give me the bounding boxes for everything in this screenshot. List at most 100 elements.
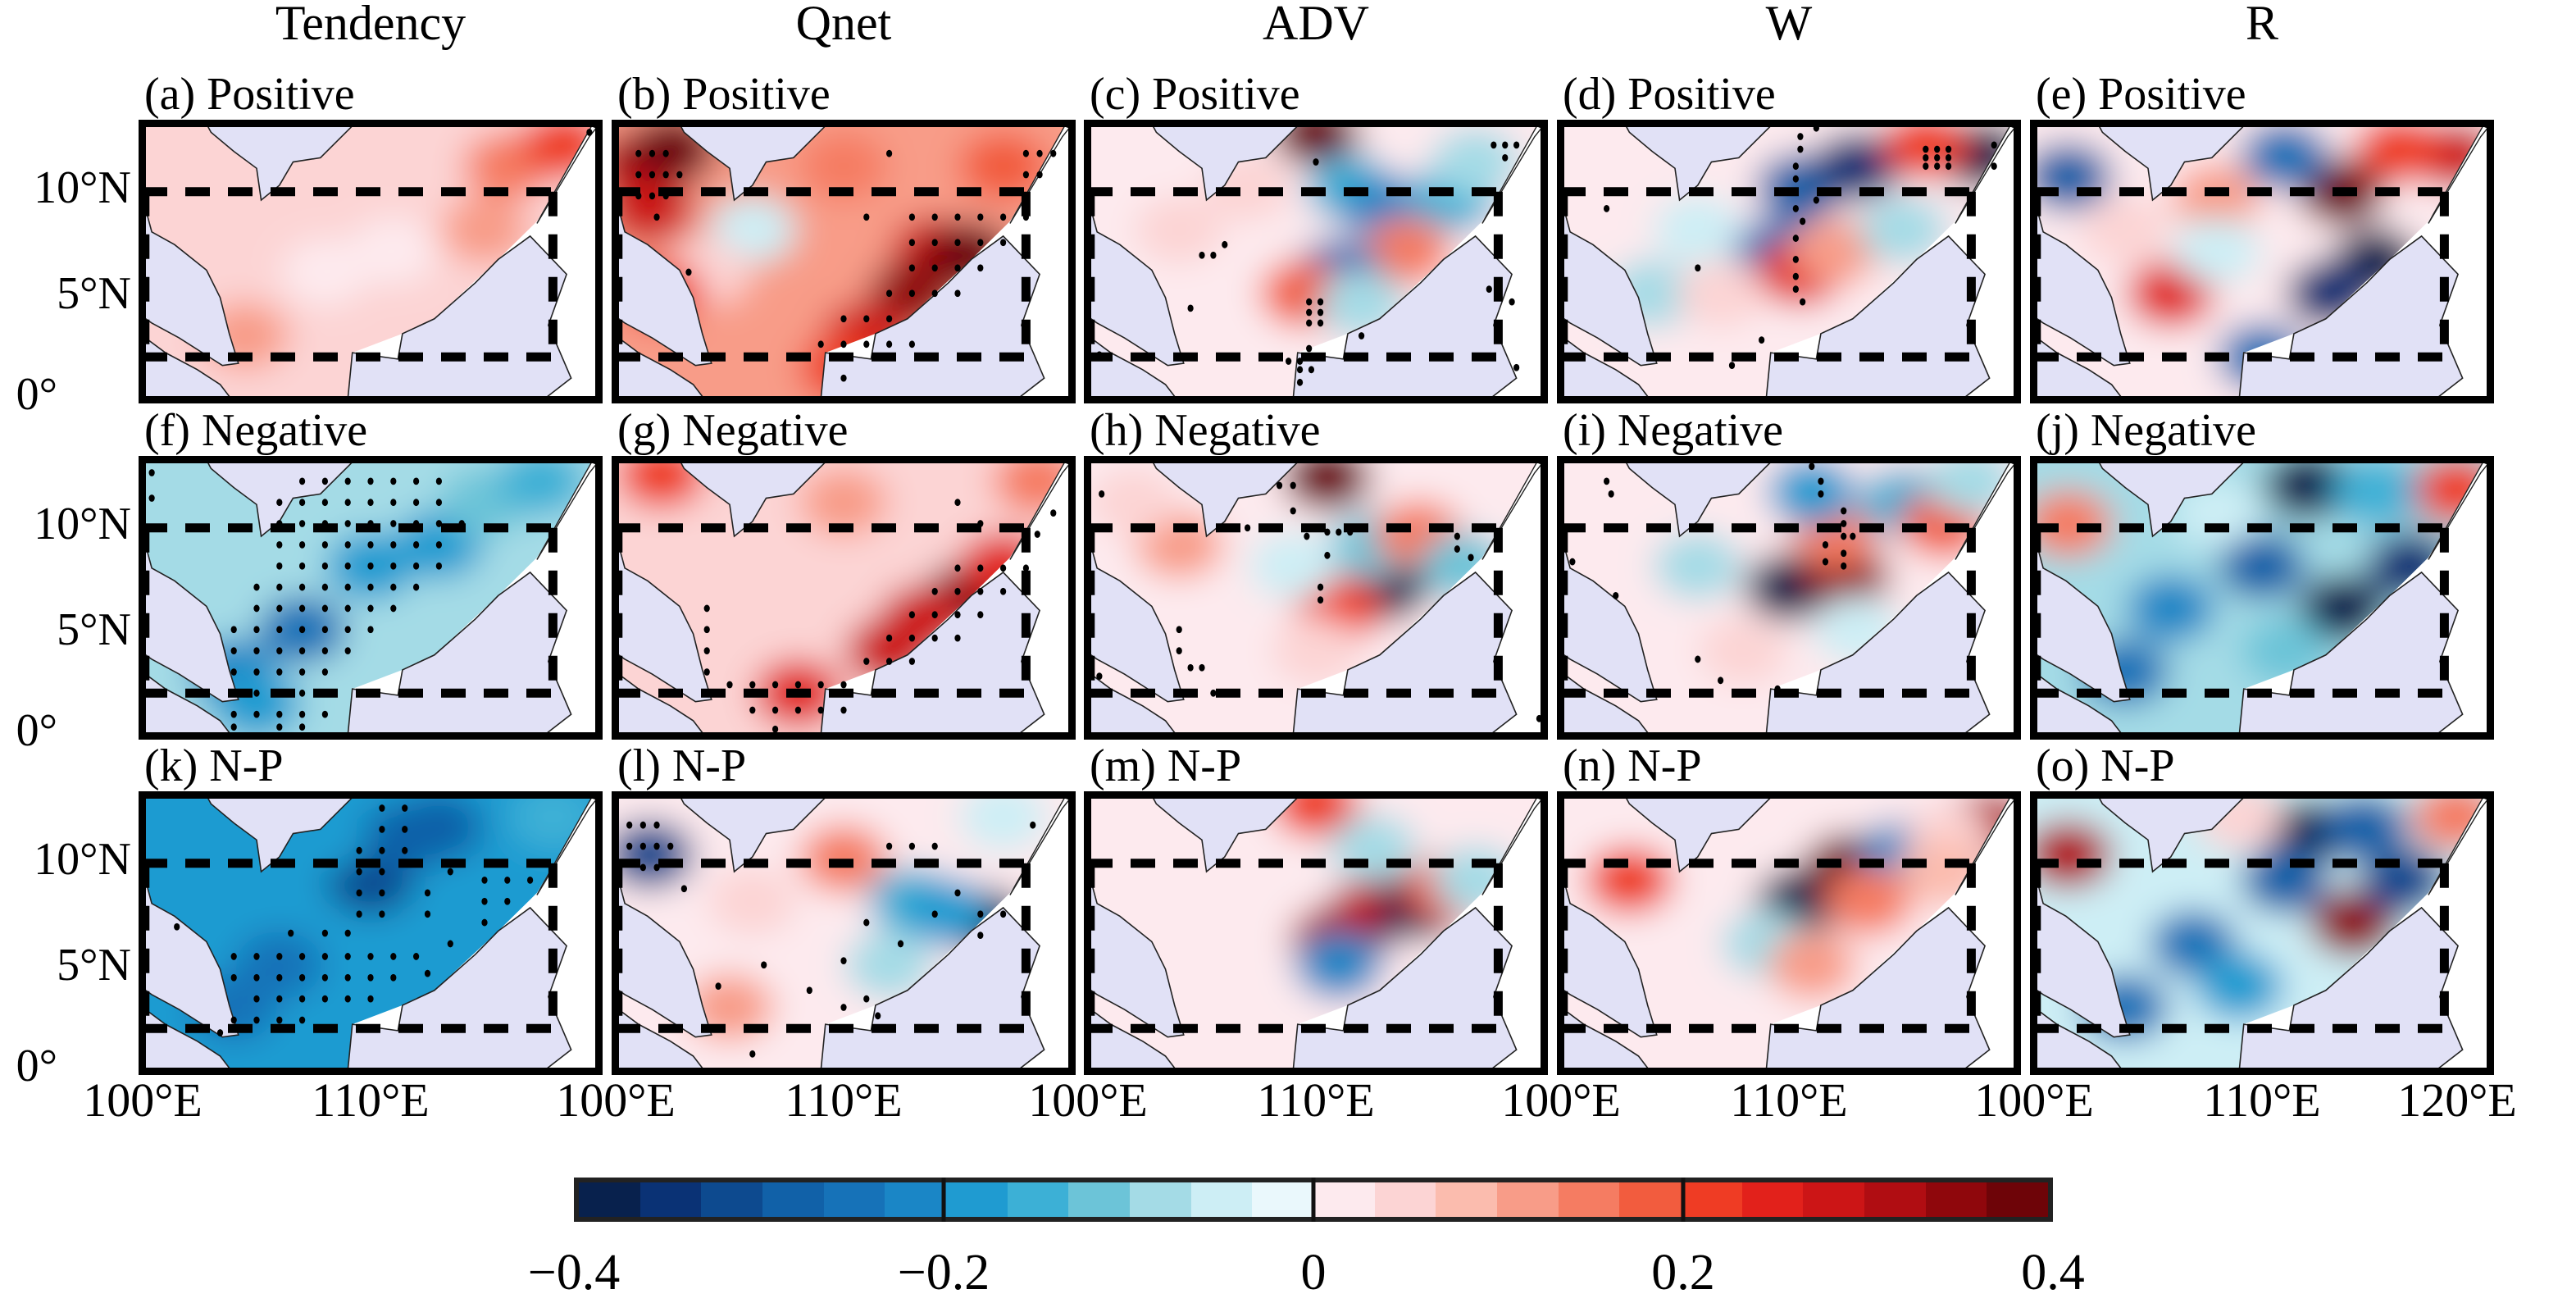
- panel-label: (m) N-P: [1090, 740, 1242, 791]
- colorbar: [574, 1178, 2053, 1222]
- significance-dot: [1800, 298, 1806, 306]
- significance-dot: [1991, 141, 1997, 149]
- significance-dot: [253, 647, 260, 655]
- significance-dot: [1176, 626, 1182, 634]
- significance-dot: [1809, 462, 1815, 471]
- x-tick-label: 100°E: [556, 1073, 676, 1127]
- colorbar-tick-label: 0.2: [1651, 1245, 1715, 1301]
- significance-dot: [276, 562, 283, 570]
- significance-dot: [253, 604, 260, 613]
- x-tick-label: 100°E: [1974, 1073, 2094, 1127]
- significance-dot: [885, 658, 893, 665]
- colorbar-tick-mark: [1311, 1178, 1316, 1222]
- significance-dot: [1306, 344, 1313, 353]
- significance-dot: [1513, 363, 1520, 371]
- map-svg: [616, 124, 1072, 399]
- significance-dot: [367, 973, 374, 982]
- field-anomaly-blob: [1654, 195, 1741, 264]
- significance-dot: [977, 264, 984, 272]
- significance-dot: [230, 710, 237, 718]
- significance-dot: [649, 171, 656, 179]
- significance-dot: [390, 953, 397, 960]
- significance-dot: [908, 264, 916, 272]
- significance-dot: [321, 973, 329, 982]
- map-panel: [612, 456, 1076, 740]
- significance-dot: [148, 469, 155, 476]
- colorbar-segment: [1925, 1182, 1987, 1217]
- map-panel: [139, 456, 603, 740]
- panel-label: (a) Positive: [144, 69, 355, 120]
- significance-dot: [321, 583, 329, 591]
- significance-dot: [977, 611, 984, 619]
- significance-dot: [435, 499, 443, 507]
- significance-dot: [276, 995, 283, 1003]
- significance-dot: [1945, 162, 1952, 171]
- significance-dot: [344, 647, 351, 655]
- significance-dot: [1502, 141, 1509, 149]
- field-anomaly-blob: [1136, 888, 1223, 957]
- significance-dot: [1317, 583, 1324, 591]
- significance-dot: [1244, 524, 1251, 532]
- significance-dot: [863, 315, 870, 323]
- significance-dot: [1822, 558, 1829, 566]
- significance-dot: [356, 889, 362, 897]
- significance-dot: [1036, 149, 1043, 157]
- significance-dot: [230, 668, 237, 676]
- significance-dot: [908, 289, 916, 298]
- land-malay-peninsula: [1561, 534, 1657, 701]
- significance-dot: [1934, 162, 1941, 171]
- significance-dot: [626, 842, 633, 850]
- land-malay-peninsula: [1561, 198, 1657, 365]
- field-anomaly-blob: [1136, 195, 1223, 264]
- significance-dot: [653, 821, 660, 829]
- map-svg: [1088, 124, 1544, 399]
- significance-dot: [367, 540, 374, 549]
- significance-dot: [1934, 153, 1941, 162]
- significance-dot: [1324, 551, 1331, 559]
- field-anomaly-blob: [1814, 132, 1901, 201]
- significance-dot: [771, 681, 779, 689]
- significance-dot: [321, 477, 329, 485]
- x-tick-label: 100°E: [1501, 1073, 1621, 1127]
- colorbar-tick-mark: [941, 1178, 946, 1222]
- land-malay-peninsula: [143, 534, 239, 701]
- significance-dot: [390, 973, 397, 982]
- significance-dot: [863, 918, 870, 927]
- significance-dot: [321, 668, 329, 676]
- significance-dot: [390, 562, 397, 570]
- significance-dot: [379, 825, 385, 833]
- significance-dot: [1991, 162, 1997, 171]
- panel-label: (f) Negative: [144, 405, 368, 456]
- significance-dot: [276, 973, 283, 982]
- field-anomaly-blob: [2196, 952, 2283, 1020]
- significance-dot: [1296, 366, 1304, 374]
- panel-label: (h) Negative: [1090, 405, 1321, 456]
- field-anomaly-blob: [1791, 216, 1878, 285]
- significance-dot: [931, 289, 938, 298]
- field-anomaly-blob: [2034, 821, 2112, 889]
- map-svg: [1088, 460, 1544, 736]
- significance-dot: [931, 634, 938, 642]
- panel-label: (k) N-P: [144, 740, 284, 791]
- y-tick-label: 10°N: [34, 162, 131, 213]
- significance-dot: [875, 1012, 881, 1020]
- significance-dot: [931, 910, 938, 918]
- x-tick-label: 110°E: [2203, 1073, 2321, 1127]
- significance-dot: [1290, 481, 1296, 490]
- field-anomaly-blob: [2333, 460, 2419, 526]
- map-panel: [139, 791, 603, 1075]
- significance-dot: [1022, 564, 1030, 572]
- significance-dot: [817, 340, 824, 348]
- field-anomaly-blob: [2241, 846, 2328, 914]
- significance-dot: [1841, 507, 1847, 515]
- significance-dot: [1613, 592, 1619, 599]
- significance-dot: [367, 499, 374, 507]
- significance-dot: [321, 953, 329, 960]
- significance-dot: [298, 668, 306, 676]
- significance-dot: [412, 953, 420, 960]
- significance-dot: [1934, 145, 1941, 153]
- significance-dot: [1695, 264, 1701, 272]
- significance-dot: [662, 171, 669, 179]
- significance-dot: [931, 587, 938, 595]
- significance-dot: [1536, 714, 1543, 722]
